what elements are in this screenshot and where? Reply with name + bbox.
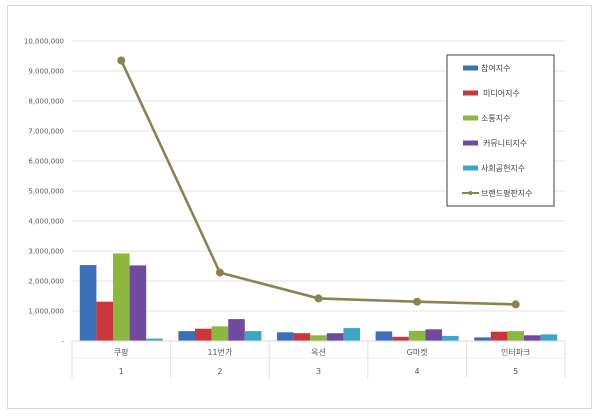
bar (211, 326, 229, 341)
x-category-rank: 3 (316, 367, 321, 376)
y-tick-label: 5,000,000 (28, 188, 64, 196)
bar (277, 332, 294, 341)
line-series-brand-reputation (117, 56, 520, 309)
bar (392, 336, 409, 341)
line-marker (511, 300, 520, 309)
legend-label: 소통지수 (481, 114, 510, 123)
bar (343, 328, 360, 341)
bar (129, 265, 147, 341)
bar (293, 333, 311, 341)
line-marker (117, 56, 126, 65)
bar (96, 301, 113, 341)
x-category-label: 옥션 (311, 347, 326, 357)
y-tick-label: 3,000,000 (28, 248, 64, 256)
bar (244, 331, 262, 341)
legend-swatch (463, 140, 478, 146)
legend-label: 사회공헌지수 (481, 164, 525, 173)
x-category-label: G마켓 (407, 347, 428, 357)
bar (474, 337, 491, 341)
x-category-rank: 2 (217, 367, 222, 376)
y-tick-label: 10,000,000 (24, 38, 64, 46)
line-marker (413, 297, 422, 306)
legend-label: 브랜드평판지수 (481, 188, 533, 198)
line-marker (314, 294, 323, 303)
legend-swatch (463, 90, 478, 96)
legend-swatch (463, 65, 478, 71)
bar-series (79, 253, 558, 341)
bar (375, 331, 393, 341)
line-marker (215, 268, 224, 277)
bar (507, 331, 524, 341)
y-tick-label: 2,000,000 (28, 278, 64, 286)
bar (79, 265, 97, 341)
bar (310, 335, 327, 341)
bar (178, 331, 195, 341)
legend-swatch (463, 115, 478, 121)
bar (524, 335, 541, 341)
y-tick-label: 8,000,000 (28, 98, 64, 106)
legend-label: 참여지수 (481, 63, 510, 73)
bar (490, 331, 508, 341)
legend-label: 미디어지수 (483, 88, 520, 98)
x-category-label: 11번가 (207, 348, 233, 357)
x-category-rank: 5 (513, 367, 518, 376)
x-category-label: 쿠팡 (114, 347, 129, 357)
x-category-label: 인터파크 (501, 347, 530, 357)
legend-swatch (463, 165, 478, 171)
y-tick-label: 7,000,000 (28, 128, 64, 136)
bar (146, 338, 163, 341)
legend-marker (468, 191, 473, 195)
bar (228, 319, 245, 341)
x-category-rank: 4 (415, 367, 420, 376)
y-tick-label: 9,000,000 (28, 68, 64, 76)
bar (540, 334, 558, 341)
x-category-rank: 1 (119, 367, 124, 376)
y-tick-label: 4,000,000 (28, 218, 64, 226)
bar (408, 330, 426, 341)
y-tick-label: - (61, 338, 64, 346)
y-axis: - 1,000,000 2,000,000 3,000,000 4,000,000 5,0… (24, 38, 65, 346)
y-tick-label: 6,000,000 (28, 158, 64, 166)
bar (442, 335, 459, 341)
bar (425, 329, 442, 341)
y-tick-label: 1,000,000 (28, 308, 64, 316)
bar (113, 253, 130, 341)
legend-label: 커뮤니티지수 (483, 138, 527, 148)
bar (195, 328, 212, 341)
x-axis: 쿠팡 1 11번가 2 옥션 3 G마켓 4 인터파크 5 (71, 340, 566, 378)
legend-box (446, 54, 555, 207)
bar (326, 333, 344, 341)
